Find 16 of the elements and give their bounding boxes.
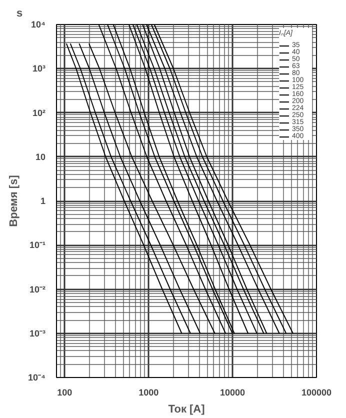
y-tick-label: 10⁻¹ bbox=[29, 240, 46, 250]
y-tick-label: 10 bbox=[35, 152, 46, 162]
y-tick-label: 10² bbox=[32, 108, 46, 118]
y-tick-label: 10⁻⁴ bbox=[28, 372, 46, 382]
x-tick-label: 100 bbox=[57, 388, 72, 398]
x-axis-title: Ток [A] bbox=[168, 404, 206, 416]
y-tick-label: 10³ bbox=[32, 64, 46, 74]
y-tick-label: 10⁴ bbox=[31, 20, 46, 30]
x-tick-label: 100000 bbox=[301, 388, 332, 398]
x-tick-label: 1000 bbox=[138, 388, 159, 398]
y-tick-label: 10⁻² bbox=[29, 284, 46, 294]
text: s bbox=[16, 8, 23, 20]
y-tick-label: 10⁻³ bbox=[29, 328, 46, 338]
y-tick-label: 1 bbox=[40, 196, 46, 206]
y-axis-title: Время [s] bbox=[8, 174, 20, 227]
x-tick-label: 10000 bbox=[220, 388, 246, 398]
